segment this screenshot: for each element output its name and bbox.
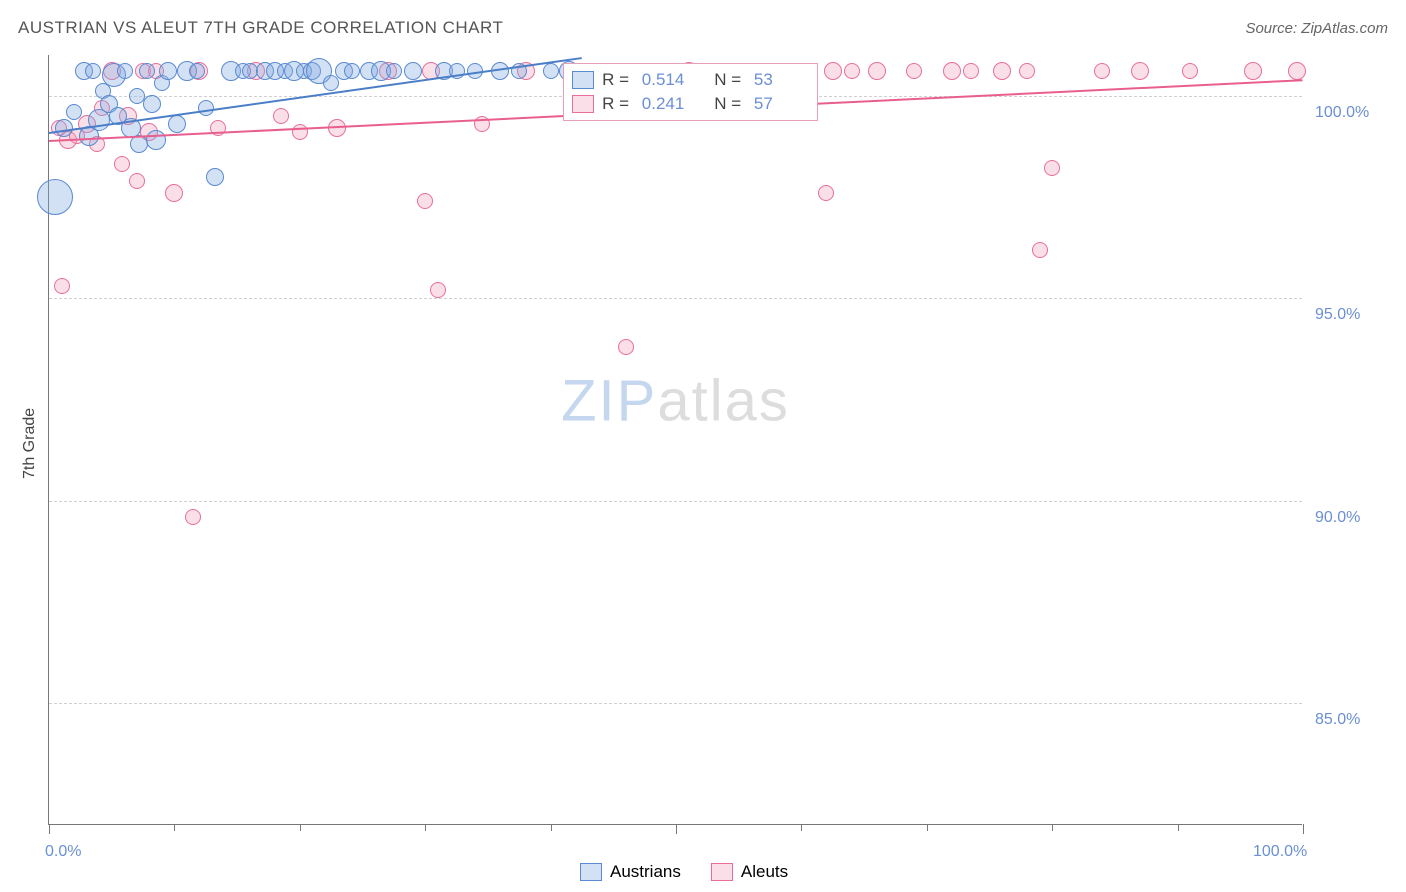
xtick (1052, 824, 1053, 831)
plot-area: ZIPatlas 85.0%90.0%95.0%100.0%0.0%100.0%… (48, 55, 1302, 825)
scatter-point-aleuts (1044, 160, 1060, 176)
xtick (676, 824, 677, 834)
scatter-point-aleuts (1288, 62, 1306, 80)
gridline (49, 501, 1302, 502)
scatter-point-aleuts (1182, 63, 1198, 79)
ytick-label: 85.0% (1315, 711, 1360, 729)
stats-n-label: N = (705, 70, 746, 90)
stats-n-value: 53 (754, 70, 809, 90)
scatter-point-austrians (117, 63, 133, 79)
stats-n-value: 57 (754, 94, 809, 114)
scatter-point-aleuts (906, 63, 922, 79)
xtick (174, 824, 175, 831)
xtick (801, 824, 802, 831)
scatter-point-aleuts (185, 509, 201, 525)
xtick (49, 824, 50, 834)
scatter-point-austrians (344, 63, 360, 79)
legend-label: Austrians (610, 862, 681, 882)
stats-box: R = 0.514 N = 53R = 0.241 N = 57 (563, 63, 818, 121)
scatter-point-aleuts (868, 62, 886, 80)
swatch-icon (580, 863, 602, 881)
yaxis-label: 7th Grade (21, 399, 39, 479)
scatter-point-austrians (37, 179, 73, 215)
scatter-point-aleuts (417, 193, 433, 209)
xtick (425, 824, 426, 831)
legend-label: Aleuts (741, 862, 788, 882)
swatch-icon (572, 71, 594, 89)
xtick (927, 824, 928, 831)
scatter-point-aleuts (1032, 242, 1048, 258)
scatter-point-aleuts (618, 339, 634, 355)
scatter-point-austrians (404, 62, 422, 80)
gridline (49, 703, 1302, 704)
scatter-point-aleuts (54, 278, 70, 294)
scatter-point-aleuts (165, 184, 183, 202)
gridline (49, 298, 1302, 299)
scatter-point-austrians (159, 62, 177, 80)
legend: Austrians Aleuts (580, 862, 788, 882)
xtick (300, 824, 301, 831)
scatter-point-aleuts (943, 62, 961, 80)
watermark-atlas: atlas (657, 369, 790, 434)
scatter-point-austrians (143, 95, 161, 113)
scatter-point-aleuts (273, 108, 289, 124)
scatter-point-aleuts (1131, 62, 1149, 80)
scatter-point-aleuts (292, 124, 308, 140)
stats-r-value: 0.514 (642, 70, 697, 90)
scatter-point-aleuts (1244, 62, 1262, 80)
scatter-point-aleuts (993, 62, 1011, 80)
ytick-label: 90.0% (1315, 509, 1360, 527)
xtick (1303, 824, 1304, 834)
stats-r-value: 0.241 (642, 94, 697, 114)
scatter-point-austrians (198, 100, 214, 116)
scatter-point-aleuts (129, 173, 145, 189)
scatter-point-aleuts (114, 156, 130, 172)
stats-n-label: N = (705, 94, 746, 114)
chart-title: AUSTRIAN VS ALEUT 7TH GRADE CORRELATION … (18, 18, 503, 38)
ytick-label: 95.0% (1315, 306, 1360, 324)
stats-r-label: R = (602, 94, 634, 114)
legend-item-austrians: Austrians (580, 862, 681, 882)
xtick-label: 0.0% (45, 843, 81, 861)
scatter-point-austrians (543, 63, 559, 79)
scatter-point-aleuts (1019, 63, 1035, 79)
scatter-point-aleuts (844, 63, 860, 79)
scatter-point-austrians (66, 104, 82, 120)
scatter-point-austrians (206, 168, 224, 186)
watermark: ZIPatlas (561, 368, 790, 435)
source-label: Source: ZipAtlas.com (1245, 20, 1388, 37)
scatter-point-aleuts (824, 62, 842, 80)
swatch-icon (711, 863, 733, 881)
scatter-point-austrians (146, 130, 166, 150)
stats-r-label: R = (602, 70, 634, 90)
scatter-point-austrians (85, 63, 101, 79)
ytick-label: 100.0% (1315, 104, 1369, 122)
xtick (1178, 824, 1179, 831)
scatter-point-aleuts (818, 185, 834, 201)
scatter-point-aleuts (430, 282, 446, 298)
scatter-point-aleuts (963, 63, 979, 79)
scatter-point-aleuts (1094, 63, 1110, 79)
scatter-point-austrians (168, 115, 186, 133)
swatch-icon (572, 95, 594, 113)
watermark-zip: ZIP (561, 369, 657, 434)
scatter-point-austrians (386, 63, 402, 79)
stats-row: R = 0.514 N = 53 (572, 68, 809, 92)
stats-row: R = 0.241 N = 57 (572, 92, 809, 116)
xtick-label: 100.0% (1253, 843, 1307, 861)
xtick (551, 824, 552, 831)
scatter-point-austrians (189, 63, 205, 79)
legend-item-aleuts: Aleuts (711, 862, 788, 882)
scatter-point-austrians (139, 63, 155, 79)
chart-header: AUSTRIAN VS ALEUT 7TH GRADE CORRELATION … (18, 18, 1388, 38)
